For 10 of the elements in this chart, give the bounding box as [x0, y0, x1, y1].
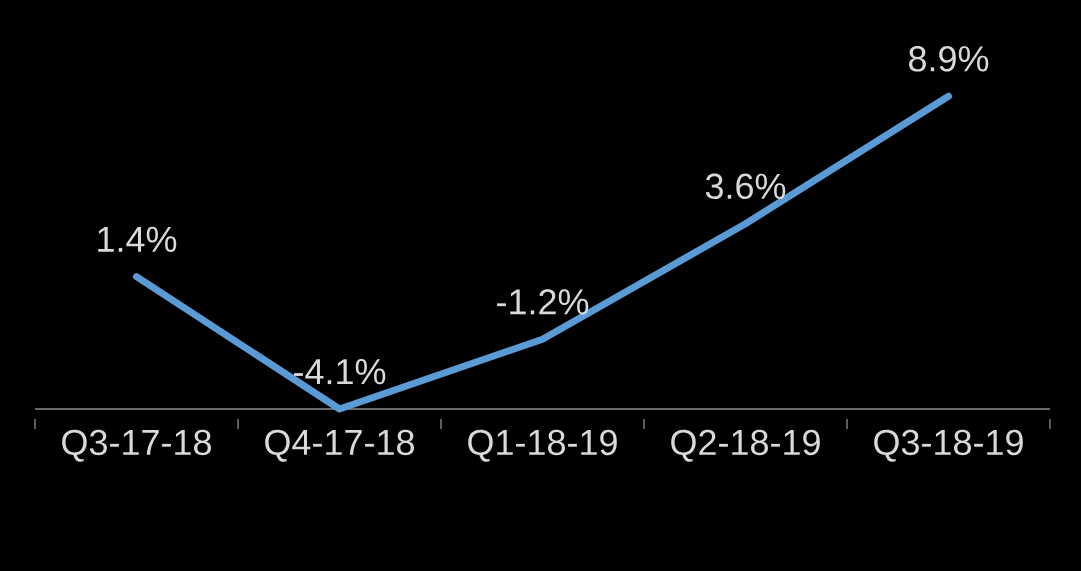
data-label: -4.1% — [294, 359, 386, 385]
x-tick-label: Q3-18-19 — [874, 429, 1023, 462]
x-tick-label: Q3-17-18 — [62, 429, 211, 462]
x-tick-label: Q2-18-19 — [671, 429, 820, 462]
x-tick-label: Q1-18-19 — [468, 429, 617, 462]
data-label: -1.2% — [497, 289, 589, 315]
data-label: 3.6% — [705, 173, 786, 200]
x-tick-label: Q4-17-18 — [265, 429, 414, 462]
data-label: 1.4% — [98, 226, 177, 252]
data-label: 8.9% — [909, 46, 989, 72]
